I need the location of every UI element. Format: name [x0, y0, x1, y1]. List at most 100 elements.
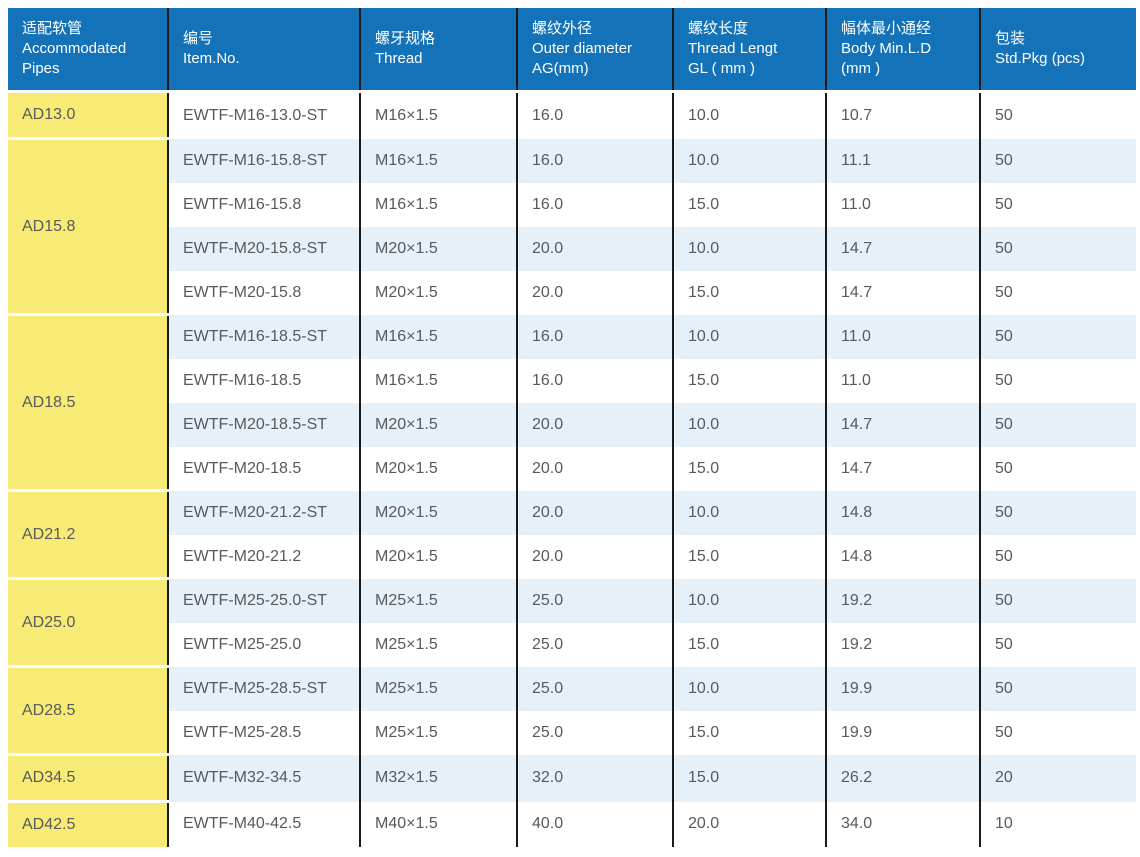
outer-diameter-cell: 20.0 [516, 270, 673, 315]
body-min-id-cell: 26.2 [825, 754, 980, 802]
std-pkg-cell: 50 [979, 270, 1136, 315]
thread-length-cell: 10.0 [672, 91, 826, 139]
header-line: Item.No. [183, 50, 240, 67]
thread-cell: M25×1.5 [359, 578, 517, 623]
thread-length-cell: 15.0 [672, 270, 826, 315]
thread-cell: M32×1.5 [359, 754, 517, 802]
outer-diameter-cell: 25.0 [516, 666, 673, 711]
table-row: EWTF-M20-15.8 M20×1.5 20.0 15.0 14.7 50 [8, 270, 1136, 315]
item-no-cell: EWTF-M20-21.2-ST [167, 490, 360, 535]
column-header-pipes: 适配软管 Accommodated Pipes [8, 8, 168, 93]
header-line: AG(mm) [532, 60, 589, 78]
std-pkg-cell: 20 [979, 754, 1136, 802]
item-no-cell: EWTF-M25-25.0 [167, 622, 360, 667]
table-row: EWTF-M20-15.8-ST M20×1.5 20.0 10.0 14.7 50 [8, 226, 1136, 271]
header-line: GL ( mm ) [688, 60, 755, 78]
outer-diameter-cell: 16.0 [516, 182, 673, 227]
pipe-group-cell: AD28.5 [8, 665, 168, 755]
thread-cell: M16×1.5 [359, 182, 517, 227]
outer-diameter-cell: 20.0 [516, 534, 673, 579]
thread-length-cell: 10.0 [672, 490, 826, 535]
header-line: Thread [375, 50, 423, 67]
header-line: (mm ) [841, 60, 881, 78]
thread-cell: M16×1.5 [359, 91, 517, 139]
column-header-body-min-id: 幅体最小通经 Body Min.L.D (mm ) [825, 8, 980, 93]
std-pkg-cell: 10 [979, 801, 1136, 847]
table-body: AD13.0 EWTF-M16-13.0-ST M16×1.5 16.0 10.0 10.… [8, 90, 1136, 847]
item-no-cell: EWTF-M16-18.5-ST [167, 314, 360, 359]
column-header-thread-length: 螺纹长度 Thread Lengt GL ( mm ) [672, 8, 826, 93]
header-line: 编号 [183, 29, 214, 47]
thread-length-cell: 15.0 [672, 754, 826, 802]
body-min-id-cell: 11.0 [825, 182, 980, 227]
thread-cell: M20×1.5 [359, 226, 517, 271]
table-row: AD13.0 EWTF-M16-13.0-ST M16×1.5 16.0 10.0 10.… [8, 90, 1136, 139]
pipe-group-cell: AD18.5 [8, 313, 168, 491]
table-header-row: 适配软管 Accommodated Pipes 编号 Item.No. 螺牙规格 Threa… [8, 8, 1136, 93]
product-spec-table: 适配软管 Accommodated Pipes 编号 Item.No. 螺牙规格 Threa… [8, 8, 1136, 847]
header-line: Pipes [22, 60, 60, 78]
body-min-id-cell: 19.2 [825, 578, 980, 623]
pipe-group-cell: AD42.5 [8, 800, 168, 847]
table-row: EWTF-M20-18.5-ST M20×1.5 20.0 10.0 14.7 50 [8, 402, 1136, 447]
thread-cell: M16×1.5 [359, 358, 517, 403]
std-pkg-cell: 50 [979, 710, 1136, 755]
table-header: 适配软管 Accommodated Pipes 编号 Item.No. 螺牙规格 Threa… [8, 8, 1136, 93]
std-pkg-cell: 50 [979, 490, 1136, 535]
outer-diameter-cell: 20.0 [516, 446, 673, 491]
outer-diameter-cell: 16.0 [516, 91, 673, 139]
item-no-cell: EWTF-M16-15.8-ST [167, 138, 360, 183]
table-row: AD42.5 EWTF-M40-42.5 M40×1.5 40.0 20.0 34.0 10 [8, 800, 1136, 847]
thread-cell: M25×1.5 [359, 710, 517, 755]
outer-diameter-cell: 25.0 [516, 622, 673, 667]
std-pkg-cell: 50 [979, 666, 1136, 711]
table-row: AD18.5 EWTF-M16-18.5-ST M16×1.5 16.0 10.0 11.… [8, 313, 1136, 491]
std-pkg-cell: 50 [979, 226, 1136, 271]
thread-cell: M20×1.5 [359, 270, 517, 315]
thread-cell: M20×1.5 [359, 490, 517, 535]
std-pkg-cell: 50 [979, 534, 1136, 579]
item-no-cell: EWTF-M20-15.8 [167, 270, 360, 315]
item-no-cell: EWTF-M16-15.8 [167, 182, 360, 227]
body-min-id-cell: 14.7 [825, 446, 980, 491]
std-pkg-cell: 50 [979, 138, 1136, 183]
outer-diameter-cell: 20.0 [516, 402, 673, 447]
header-line: 适配软管 [22, 19, 83, 37]
std-pkg-cell: 50 [979, 578, 1136, 623]
column-header-std-pkg: 包装 Std.Pkg (pcs) [979, 8, 1136, 93]
pipe-group-cell: AD13.0 [8, 90, 168, 139]
header-line: 包装 [995, 29, 1026, 47]
std-pkg-cell: 50 [979, 622, 1136, 667]
outer-diameter-cell: 20.0 [516, 490, 673, 535]
body-min-id-cell: 14.7 [825, 226, 980, 271]
item-no-cell: EWTF-M25-25.0-ST [167, 578, 360, 623]
pipe-group-cell: AD21.2 [8, 489, 168, 579]
outer-diameter-cell: 20.0 [516, 226, 673, 271]
header-line: 螺牙规格 [375, 29, 436, 47]
table-row: AD25.0 EWTF-M25-25.0-ST M25×1.5 25.0 10.0 19.… [8, 577, 1136, 667]
std-pkg-cell: 50 [979, 91, 1136, 139]
body-min-id-cell: 19.9 [825, 666, 980, 711]
header-line: 螺纹外径 [532, 19, 593, 37]
thread-length-cell: 20.0 [672, 801, 826, 847]
table-row: EWTF-M25-25.0 M25×1.5 25.0 15.0 19.2 50 [8, 622, 1136, 667]
body-min-id-cell: 19.9 [825, 710, 980, 755]
thread-length-cell: 10.0 [672, 578, 826, 623]
thread-cell: M16×1.5 [359, 138, 517, 183]
item-no-cell: EWTF-M20-18.5 [167, 446, 360, 491]
std-pkg-cell: 50 [979, 446, 1136, 491]
column-header-thread: 螺牙规格 Thread [359, 8, 517, 93]
pipe-group-cell: AD25.0 [8, 577, 168, 667]
thread-length-cell: 15.0 [672, 358, 826, 403]
item-no-cell: EWTF-M32-34.5 [167, 754, 360, 802]
thread-length-cell: 10.0 [672, 138, 826, 183]
item-no-cell: EWTF-M40-42.5 [167, 801, 360, 847]
body-min-id-cell: 14.7 [825, 270, 980, 315]
table-row: AD15.8 EWTF-M16-15.8-ST M16×1.5 16.0 10.0 11.… [8, 137, 1136, 315]
table-row: EWTF-M20-21.2 M20×1.5 20.0 15.0 14.8 50 [8, 534, 1136, 579]
thread-cell: M25×1.5 [359, 622, 517, 667]
thread-cell: M16×1.5 [359, 314, 517, 359]
outer-diameter-cell: 16.0 [516, 314, 673, 359]
table-row: AD34.5 EWTF-M32-34.5 M32×1.5 32.0 15.0 26.2 20 [8, 753, 1136, 802]
